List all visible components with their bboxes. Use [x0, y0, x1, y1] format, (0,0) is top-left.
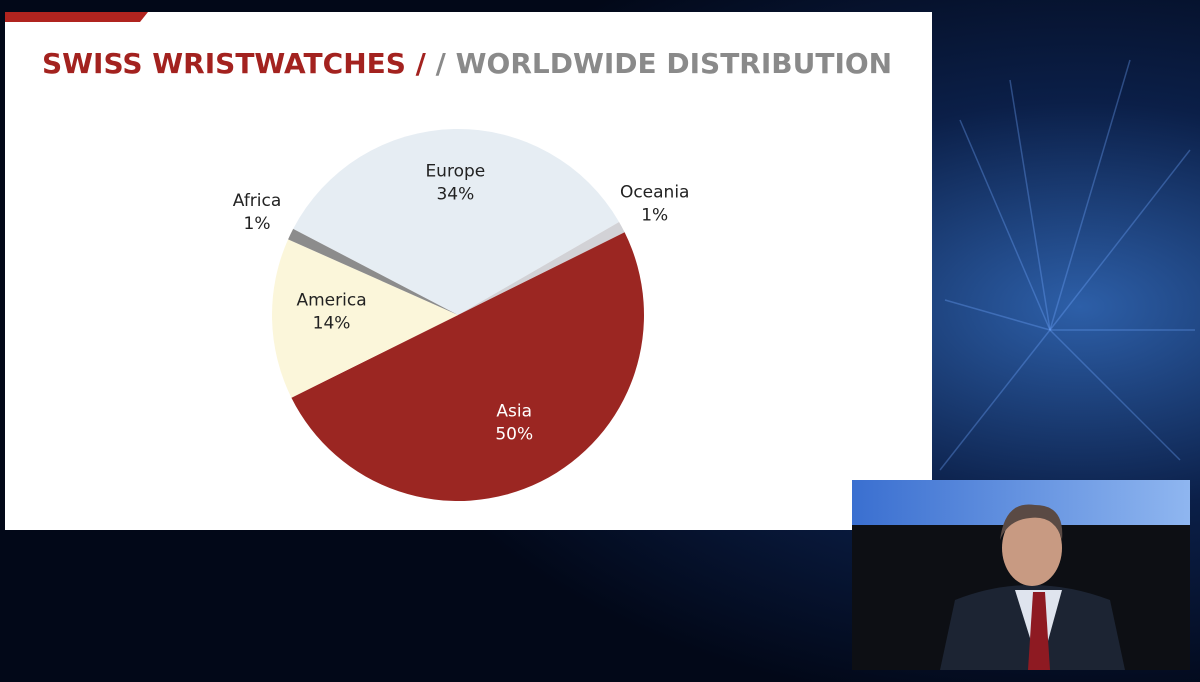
slice-value: 34%: [436, 185, 474, 205]
slice-label: America 14%: [296, 291, 366, 334]
speaker-face: [1002, 510, 1062, 586]
slice-category: Oceania: [620, 183, 690, 203]
slide-tab: [5, 12, 148, 22]
slice-label: Europe 34%: [425, 162, 485, 205]
slice-value: 14%: [313, 314, 351, 334]
light-fibers: [939, 59, 1195, 471]
slice-category: America: [296, 291, 366, 311]
pie-slice: [272, 239, 458, 398]
slice-label: Africa 1%: [233, 191, 282, 234]
pie-slice: [458, 222, 625, 315]
speaker-tie: [1028, 592, 1050, 670]
pie-slice: [288, 228, 458, 315]
title-gray: / WORLDWIDE DISTRIBUTION: [436, 47, 892, 80]
slice-category: Asia: [496, 401, 532, 421]
pie-slice: [291, 232, 644, 502]
speaker-video: [852, 480, 1190, 670]
slice-value: 50%: [495, 424, 533, 444]
title-red: SWISS WRISTWATCHES /: [42, 47, 427, 80]
slice-value: 1%: [641, 206, 668, 226]
slice-category: Europe: [425, 162, 485, 182]
slice-category: Africa: [233, 191, 282, 211]
slice-value: 1%: [244, 214, 271, 234]
speaker-hair: [1000, 504, 1063, 540]
slice-label: Asia 50%: [495, 401, 533, 444]
slice-label: Oceania 1%: [620, 183, 690, 226]
pie-slice: [293, 129, 620, 315]
slide-title: SWISS WRISTWATCHES / / WORLDWIDE DISTRIB…: [42, 47, 892, 80]
pie-chart: Europe 34% Oceania 1% Asia 50% America 14% Afric…: [233, 129, 690, 502]
